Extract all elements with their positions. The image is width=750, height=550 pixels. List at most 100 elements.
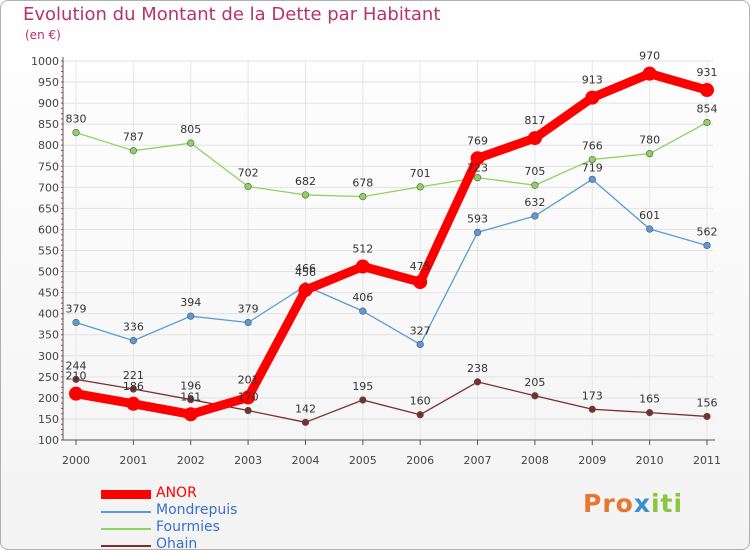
data-label-anor-2010: 970 [639,50,660,63]
point-fourmies-2011 [703,118,711,127]
data-label-ohain-2011: 156 [697,396,718,409]
y-tick-label-800: 800 [38,139,59,152]
data-label-anor-2001: 186 [123,380,144,393]
legend-swatch-mondrepuis [101,511,151,513]
y-tick-label-350: 350 [38,329,59,342]
legend-swatch-fourmies [101,528,151,530]
point-fourmies-2003 [244,182,252,191]
data-label-fourmies-2003: 702 [238,166,259,179]
data-label-mondrepuis-2004: 466 [295,262,316,275]
data-label-mondrepuis-2001: 336 [123,321,144,334]
y-tick-label-750: 750 [38,160,59,173]
x-tick-label-2010: 2010 [636,454,664,467]
data-label-anor-2008: 817 [524,114,545,127]
point-mondrepuis-2008 [531,212,539,220]
data-label-anor-2005: 512 [352,243,373,256]
point-mondrepuis-2002 [187,312,195,320]
point-mondrepuis-2000 [72,318,80,327]
point-anor-2008 [527,131,542,146]
data-label-fourmies-2000: 830 [66,113,87,126]
data-label-anor-2002: 161 [180,390,201,403]
y-tick-label-700: 700 [38,181,59,194]
point-mondrepuis-2010 [646,225,654,233]
y-tick-label-150: 150 [38,413,59,426]
data-label-ohain-2009: 173 [582,389,603,402]
data-label-ohain-2006: 160 [410,395,431,408]
point-mondrepuis-2005 [359,307,367,315]
point-ohain-2006 [416,411,424,419]
series-layer [69,66,714,426]
point-mondrepuis-2001 [129,337,137,345]
data-label-mondrepuis-2005: 406 [352,291,373,304]
point-mondrepuis-2009 [588,175,596,183]
x-tick-label-2008: 2008 [521,454,549,467]
data-label-anor-2004: 456 [295,266,316,279]
data-label-mondrepuis-2009: 719 [582,161,603,174]
data-label-fourmies-2005: 678 [352,177,373,190]
y-tick-label-950: 950 [38,76,59,89]
series-line-ohain [75,378,708,423]
grid-lines [63,60,713,441]
series-line-fourmies [75,121,708,198]
x-tick-label-2009: 2009 [578,454,606,467]
data-label-fourmies-2001: 787 [123,131,144,144]
point-ohain-2008 [531,392,539,400]
data-label-ohain-2002: 196 [180,380,201,393]
point-ohain-2002 [187,395,195,404]
point-labels: 210 186 161 201 456 512 475 769 817 913 970 931 379 3… [66,50,718,416]
logo-part-3: iti [650,489,684,518]
data-label-anor-2009: 913 [582,74,603,87]
proxiti-logo: Proxiti [583,489,683,518]
point-mondrepuis-2011 [703,241,711,250]
y-tick-label-100: 100 [38,434,59,447]
point-anor-2010 [642,66,657,81]
x-tick-label-2002: 2002 [177,454,205,467]
x-tick-label-2006: 2006 [406,454,434,467]
point-anor-2001 [126,396,141,411]
x-tick-label-2004: 2004 [291,454,319,467]
data-label-mondrepuis-2008: 632 [524,196,545,209]
axes: 100 150 200 250 300 350 400 450 500 550 600 650 700 7… [31,55,721,467]
logo-part-2: x [633,489,651,518]
data-label-fourmies-2009: 766 [582,140,603,153]
y-tick-label-500: 500 [38,266,59,279]
data-label-fourmies-2008: 705 [524,165,545,178]
data-label-fourmies-2004: 682 [295,175,316,188]
data-label-ohain-2008: 205 [524,376,545,389]
data-label-mondrepuis-2003: 379 [238,303,259,316]
point-ohain-2011 [703,412,711,421]
y-tick-label-200: 200 [38,392,59,405]
y-tick-label-900: 900 [38,97,59,110]
point-ohain-2003 [244,406,252,415]
legend-label-mondrepuis: Mondrepuis [156,502,238,518]
data-label-ohain-2004: 142 [295,402,316,415]
point-mondrepuis-2006 [416,340,424,349]
point-fourmies-2009 [588,155,596,164]
data-label-mondrepuis-2011: 562 [697,225,718,238]
data-label-anor-2007: 769 [467,134,488,147]
point-ohain-2001 [129,385,137,393]
y-tick-label-400: 400 [38,308,59,321]
x-tick-label-2007: 2007 [464,454,492,467]
point-fourmies-2010 [646,150,654,158]
chart-subtitle: (en €) [25,28,61,42]
point-anor-2005 [355,259,370,274]
point-anor-2003 [241,390,256,405]
y-tick-label-550: 550 [38,245,59,258]
data-label-ohain-2003: 170 [238,391,259,404]
legend-swatch-anor [101,490,151,499]
point-fourmies-2007 [473,174,482,182]
point-ohain-2009 [588,405,596,413]
point-fourmies-2004 [301,191,310,199]
point-anor-2011 [700,83,714,98]
line-chart: 100 150 200 250 300 350 400 450 500 550 600 650 700 7… [31,50,721,467]
x-tick-label-2011: 2011 [693,454,721,467]
point-anor-2000 [69,386,83,401]
data-label-mondrepuis-2006: 327 [410,324,431,337]
x-tick-label-2003: 2003 [234,454,262,467]
y-tick-label-600: 600 [38,223,59,236]
data-label-fourmies-2006: 701 [410,167,431,180]
legend-label-fourmies: Fourmies [156,519,220,535]
data-label-mondrepuis-2007: 593 [467,212,488,225]
